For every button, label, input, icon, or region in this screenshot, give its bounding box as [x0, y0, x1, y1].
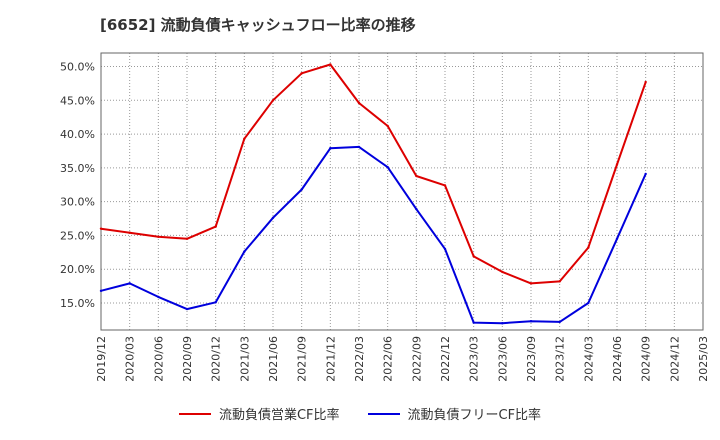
x-tick-label: 2023/12: [554, 336, 567, 382]
y-tick-label: 35.0%: [60, 162, 95, 175]
data-point: [157, 295, 160, 299]
data-point: [501, 270, 504, 274]
x-tick-label: 2025/03: [697, 336, 710, 382]
data-point: [243, 250, 246, 253]
x-tick-label: 2023/09: [525, 336, 538, 382]
data-point: [214, 301, 217, 304]
y-tick-label: 40.0%: [60, 128, 95, 141]
data-point: [472, 321, 475, 324]
y-tick-label: 25.0%: [60, 229, 95, 242]
data-point: [185, 307, 189, 311]
x-tick-label: 2021/03: [238, 336, 251, 382]
legend-label-free-cf: 流動負債フリーCF比率: [407, 408, 542, 423]
y-tick-label: 30.0%: [60, 196, 95, 209]
data-point: [185, 237, 189, 240]
data-point: [587, 246, 590, 249]
data-point: [271, 99, 275, 102]
x-tick-label: 2020/06: [152, 336, 165, 382]
data-point: [300, 188, 303, 191]
data-point: [214, 225, 217, 228]
data-point: [644, 80, 647, 84]
data-point: [644, 172, 647, 176]
x-tick-label: 2022/06: [382, 336, 395, 382]
data-point: [329, 147, 332, 150]
data-point: [529, 320, 533, 323]
data-point: [386, 165, 389, 169]
data-point: [472, 255, 475, 258]
data-point: [558, 280, 561, 283]
data-point: [615, 163, 619, 166]
data-point: [415, 174, 418, 178]
plot-frame: [100, 52, 704, 331]
x-tick-label: 2021/09: [296, 336, 309, 382]
x-tick-label: 2024/06: [611, 336, 624, 382]
y-tick-label: 20.0%: [60, 263, 95, 276]
data-point: [587, 301, 590, 305]
legend-label-operating-cf: 流動負債営業CF比率: [218, 408, 340, 423]
series-line-1: [100, 63, 647, 285]
legend-item-free-cf: 流動負債フリーCF比率: [367, 404, 542, 423]
data-point: [128, 282, 131, 285]
x-tick-label: 2023/06: [496, 336, 509, 382]
legend-swatch-red: [178, 412, 211, 415]
data-point: [99, 289, 103, 293]
data-point: [529, 282, 533, 285]
data-point: [501, 322, 504, 325]
x-tick-label: 2022/09: [410, 336, 423, 382]
data-point: [300, 72, 303, 75]
legend: 流動負債営業CF比率 流動負債フリーCF比率: [0, 404, 720, 423]
x-tick-label: 2021/06: [267, 336, 280, 382]
data-point: [271, 216, 275, 220]
data-point: [99, 227, 103, 230]
y-tick-label: 15.0%: [60, 297, 95, 310]
data-point: [558, 320, 561, 324]
data-point: [443, 247, 447, 251]
x-tick-label: 2020/09: [181, 336, 194, 382]
x-tick-label: 2020/03: [124, 336, 137, 382]
data-point: [243, 137, 246, 141]
chart-title: [6652] 流動負債キャッシュフロー比率の推移: [100, 16, 416, 34]
x-tick-label: 2019/12: [95, 336, 108, 382]
data-point: [329, 63, 332, 66]
legend-item-operating-cf: 流動負債営業CF比率: [178, 404, 340, 423]
data-point: [443, 184, 447, 187]
x-tick-label: 2024/03: [582, 336, 595, 382]
data-point: [157, 235, 160, 238]
data-point: [386, 124, 389, 128]
legend-swatch-blue: [367, 412, 400, 415]
data-point: [128, 231, 131, 234]
y-tick-label: 45.0%: [60, 94, 95, 107]
data-point: [615, 237, 619, 240]
x-tick-label: 2024/09: [640, 336, 653, 382]
y-tick-label: 50.0%: [60, 61, 95, 74]
series-line-2: [100, 145, 647, 325]
x-tick-label: 2024/12: [668, 336, 681, 382]
x-tick-label: 2022/12: [439, 336, 452, 382]
x-tick-label: 2023/03: [468, 336, 481, 382]
data-point: [415, 207, 418, 211]
data-point: [357, 101, 361, 105]
data-point: [357, 145, 361, 149]
x-tick-label: 2022/03: [353, 336, 366, 382]
x-tick-label: 2021/12: [324, 336, 337, 382]
x-tick-label: 2020/12: [210, 336, 223, 382]
plot-background: [101, 53, 703, 330]
